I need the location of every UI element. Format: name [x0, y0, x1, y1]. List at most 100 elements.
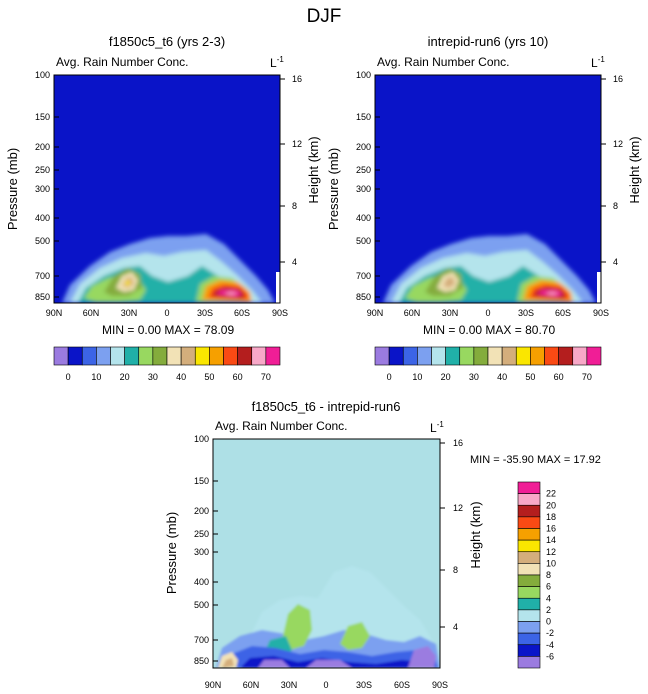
panel-2-ytick-700: 700 — [356, 271, 371, 281]
panel-2-xtick-60n: 60N — [404, 308, 421, 318]
colorbar-top-2-label: 10 — [412, 372, 422, 382]
panel-2-x-ticks: 90N 60N 30N 0 30S 60S 90S — [367, 308, 609, 318]
panel-1-ytick-300: 300 — [35, 184, 50, 194]
colorbar-top-1-swatch — [124, 346, 140, 366]
panel-2-ylabel-right: Height (km) — [627, 136, 642, 203]
panel-1-field — [54, 75, 280, 303]
colorbar-top-1-swatch — [67, 346, 83, 366]
panel-3-xtick-30n: 30N — [281, 680, 298, 690]
panel-1-missing-data — [276, 272, 280, 303]
colorbar-diff-label: 4 — [546, 593, 551, 603]
colorbar-diff-swatch — [517, 656, 541, 669]
colorbar-diff-swatch — [517, 586, 541, 599]
panel-3-rtick-4: 4 — [453, 622, 458, 632]
panel-2-subtitle: Avg. Rain Number Conc. — [377, 55, 510, 69]
colorbar-top-1-swatch — [265, 346, 281, 366]
colorbar-top-1-swatch — [138, 346, 154, 366]
colorbar-diff-label: 0 — [546, 617, 551, 627]
panel-1-minmax: MIN = 0.00 MAX = 78.09 — [102, 323, 234, 337]
panel-2-title: intrepid-run6 (yrs 10) — [428, 34, 549, 49]
colorbar-top-2-label: 20 — [441, 372, 451, 382]
panel-3-xtick-90s: 90S — [432, 680, 448, 690]
colorbar-top-2-label: 40 — [497, 372, 507, 382]
colorbar-top-1-swatch — [251, 346, 267, 366]
panel-2-rtick-4: 4 — [613, 257, 618, 267]
panel-3-y-ticks: 100 150 200 250 300 400 500 700 850 — [194, 434, 218, 666]
colorbar-top-2-swatch — [388, 346, 404, 366]
panel-2-xtick-0: 0 — [485, 308, 490, 318]
colorbar-top-2-swatch — [487, 346, 503, 366]
panel-1-title: f1850c5_t6 (yrs 2-3) — [109, 34, 225, 49]
figure-title: DJF — [307, 6, 342, 27]
panel-3-contour-tan — [222, 658, 234, 668]
panel-1-contour-pink — [224, 292, 238, 295]
colorbar-top-1-swatch — [53, 346, 69, 366]
colorbar-diff-swatch — [517, 609, 541, 622]
colorbar-diff-swatch — [517, 493, 541, 506]
panel-3-ytick-300: 300 — [194, 547, 209, 557]
colorbar-top-2-swatch — [572, 346, 588, 366]
colorbar-top-1-label: 70 — [261, 372, 271, 382]
panel-3-ytick-100: 100 — [194, 434, 209, 444]
panel-1-ytick-150: 150 — [35, 112, 50, 122]
panel-2-ylabel: Pressure (mb) — [326, 148, 341, 230]
colorbar-top-2-swatch — [530, 346, 545, 366]
panel-2-xtick-90s: 90S — [593, 308, 609, 318]
panel-2: intrepid-run6 (yrs 10) Avg. Rain Number … — [326, 34, 642, 337]
colorbar-diff-swatch — [517, 516, 541, 529]
panel-2-field — [375, 75, 601, 303]
panel-1-xtick-90s: 90S — [272, 308, 288, 318]
panel-3-rtick-16: 16 — [453, 438, 463, 448]
colorbar-diff-swatch — [517, 597, 541, 611]
panel-1-xtick-0: 0 — [164, 308, 169, 318]
panel-2-contour-pink — [545, 292, 559, 295]
colorbar-diff-label: 22 — [546, 489, 556, 499]
colorbar-top-2-label: 70 — [582, 372, 592, 382]
panel-3-units: L-1 — [430, 420, 444, 435]
panel-2-xtick-30s: 30S — [518, 308, 534, 318]
panel-3-right-ticks: 16 12 8 4 — [440, 438, 463, 632]
panel-1-xtick-30n: 30N — [121, 308, 138, 318]
panel-3-xtick-60s: 60S — [394, 680, 410, 690]
panel-1: f1850c5_t6 (yrs 2-3) Avg. Rain Number Co… — [5, 34, 321, 337]
panel-1-ylabel: Pressure (mb) — [5, 148, 20, 230]
colorbar-diff-swatch — [517, 481, 541, 494]
panel-1-right-ticks: 16 12 8 4 — [280, 74, 302, 267]
panel-1-rtick-8: 8 — [292, 201, 297, 211]
colorbar-top-1-swatch — [180, 346, 196, 366]
panel-2-rtick-12: 12 — [613, 139, 623, 149]
panel-2-contour-tan — [443, 277, 455, 288]
colorbar-top-1-label: 30 — [148, 372, 158, 382]
colorbar-top-1-swatch — [152, 346, 168, 366]
panel-2-ytick-300: 300 — [356, 184, 371, 194]
panel-3-contour-purple-left — [258, 660, 290, 668]
colorbar-diff-label: 20 — [546, 500, 556, 510]
panel-2-ytick-400: 400 — [356, 213, 371, 223]
panel-2-xtick-60s: 60S — [555, 308, 571, 318]
colorbar-top-1-swatch — [223, 346, 238, 366]
panel-1-contour-yellow — [124, 280, 131, 286]
colorbar-diff-swatch — [517, 621, 541, 634]
panel-1-rtick-12: 12 — [292, 139, 302, 149]
panel-3-field — [213, 439, 440, 668]
panel-3-ytick-150: 150 — [194, 476, 209, 486]
panel-1-ytick-700: 700 — [35, 271, 50, 281]
panel-3-rtick-12: 12 — [453, 503, 463, 513]
panel-1-rtick-4: 4 — [292, 257, 297, 267]
panel-1-xtick-90n: 90N — [46, 308, 63, 318]
panel-3-x-ticks: 90N 60N 30N 0 30S 60S 90S — [205, 680, 448, 690]
panel-1-x-ticks: 90N 60N 30N 0 30S 60S 90S — [46, 308, 288, 318]
colorbar-top-1: 0 10 20 30 40 50 60 70 — [53, 346, 281, 382]
colorbar-top-1-label: 60 — [233, 372, 243, 382]
colorbar-diff-label: 14 — [546, 535, 556, 545]
colorbar-diff-label: -4 — [546, 640, 554, 650]
panel-2-missing-data — [597, 272, 601, 303]
panel-2-rtick-8: 8 — [613, 201, 618, 211]
colorbar-top-2-swatch — [515, 346, 531, 366]
panel-3-ylabel-right: Height (km) — [468, 501, 483, 568]
colorbar-diff-label: 12 — [546, 547, 556, 557]
colorbar-top-1-label: 10 — [91, 372, 101, 382]
panel-3-xtick-30s: 30S — [356, 680, 372, 690]
panel-1-ytick-850: 850 — [35, 292, 50, 302]
